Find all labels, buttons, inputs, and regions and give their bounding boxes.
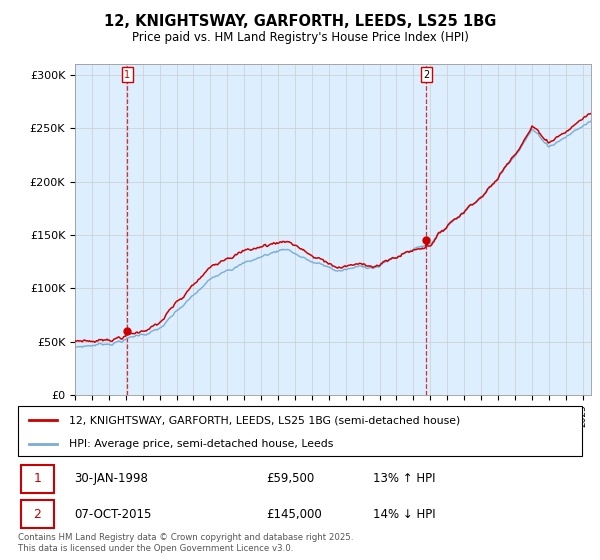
- Text: 13% ↑ HPI: 13% ↑ HPI: [373, 472, 436, 486]
- Text: 1: 1: [33, 472, 41, 486]
- Text: 2: 2: [33, 507, 41, 521]
- Text: 2: 2: [423, 70, 430, 80]
- Text: 30-JAN-1998: 30-JAN-1998: [74, 472, 148, 486]
- Text: 14% ↓ HPI: 14% ↓ HPI: [373, 507, 436, 521]
- Text: 07-OCT-2015: 07-OCT-2015: [74, 507, 152, 521]
- Text: 12, KNIGHTSWAY, GARFORTH, LEEDS, LS25 1BG (semi-detached house): 12, KNIGHTSWAY, GARFORTH, LEEDS, LS25 1B…: [69, 415, 460, 425]
- Text: HPI: Average price, semi-detached house, Leeds: HPI: Average price, semi-detached house,…: [69, 439, 333, 449]
- Text: Price paid vs. HM Land Registry's House Price Index (HPI): Price paid vs. HM Land Registry's House …: [131, 31, 469, 44]
- Text: Contains HM Land Registry data © Crown copyright and database right 2025.
This d: Contains HM Land Registry data © Crown c…: [18, 533, 353, 553]
- Bar: [21, 465, 53, 493]
- Text: £59,500: £59,500: [266, 472, 314, 486]
- Bar: [21, 500, 53, 528]
- Text: 12, KNIGHTSWAY, GARFORTH, LEEDS, LS25 1BG: 12, KNIGHTSWAY, GARFORTH, LEEDS, LS25 1B…: [104, 14, 496, 29]
- Text: £145,000: £145,000: [266, 507, 322, 521]
- Text: 1: 1: [124, 70, 130, 80]
